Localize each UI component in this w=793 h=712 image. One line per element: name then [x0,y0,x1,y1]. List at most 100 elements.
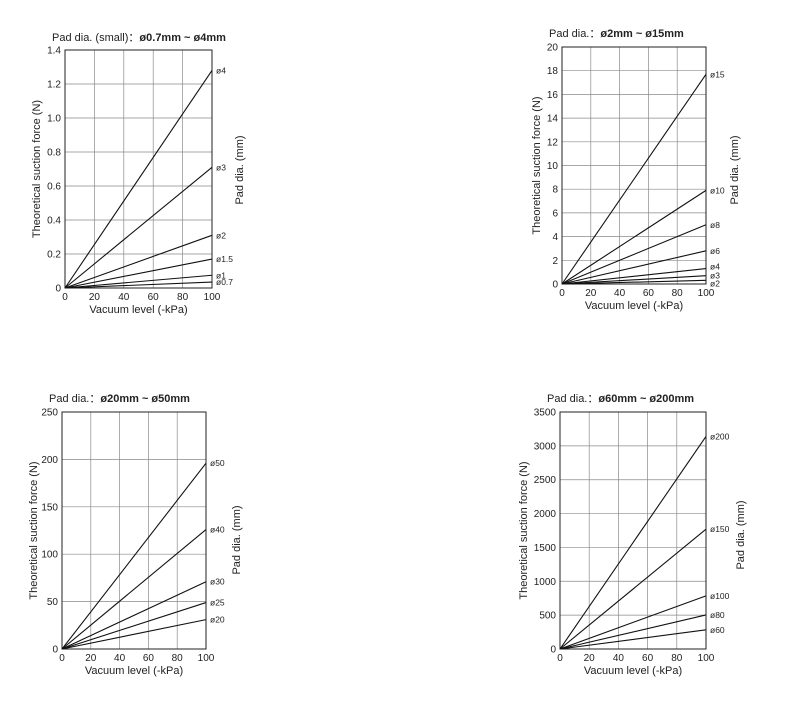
chart-1-y-tick-label: 1.0 [47,114,61,125]
chart-2-y-tick-label: 18 [547,66,559,77]
chart-1-x-tick-label: 0 [62,292,68,303]
chart-4-right-axis-label: Pad dia. (mm) [735,500,747,569]
chart-4-y-tick-label: 2000 [534,509,557,520]
chart-2-series-line [561,224,707,285]
chart-2-x-tick-label: 0 [559,288,565,299]
chart-4-y-tick-label: 2500 [534,475,557,486]
chart-2-x-tick-label: 20 [585,288,597,299]
chart-1-series-label: ø1 [216,270,226,280]
chart-2-title-separator: ： [589,28,600,40]
chart-1-title: Pad dia. (small)：ø0.7mm ~ ø4mm [52,32,226,44]
chart-1-series-label: ø3 [216,162,226,172]
chart-4-x-tick-label: 100 [698,653,715,664]
chart-1-x-tick-label: 20 [89,292,101,303]
chart-4-x-tick-label: 0 [557,653,563,664]
chart-3-x-tick-label: 60 [143,653,155,664]
chart-3-y-tick-label: 200 [41,455,58,466]
chart-1-y-tick-label: 0.6 [47,182,61,193]
chart-1-series-label: ø2 [216,230,226,240]
chart-3-x-tick-label: 0 [59,653,65,664]
chart-2-series-label: ø8 [710,220,720,230]
chart-3-y-axis-label: Theoretical suction force (N) [28,461,40,599]
chart-3-y-tick-label: 0 [52,645,58,656]
chart-4-x-tick-label: 60 [642,653,654,664]
chart-1-series-label: ø4 [216,65,226,75]
chart-2-series-line [561,250,707,285]
chart-2-series-label: ø2 [710,278,720,288]
chart-3-series-line [61,581,207,650]
chart-4-x-tick-label: 80 [671,653,683,664]
chart-2-series-line [561,275,707,285]
chart-1-series-label: ø1.5 [216,254,233,264]
chart-3-series-label: ø20 [210,615,225,625]
chart-4-series-line [559,436,707,650]
chart-3-x-tick-label: 20 [85,653,97,664]
chart-2-series-line [561,189,707,285]
chart-3-title: Pad dia.：ø20mm ~ ø50mm [49,393,190,405]
chart-4-y-tick-label: 1500 [534,543,557,554]
chart-1-y-tick-label: 0.8 [47,148,61,159]
chart-3-series-line [61,529,207,650]
chart-2-y-tick-label: 0 [552,280,558,291]
chart-2-x-tick-label: 100 [698,288,715,299]
chart-4-y-tick-label: 1000 [534,577,557,588]
chart-4-x-tick-label: 20 [584,653,596,664]
chart-4-series-line [559,629,707,650]
chart-2-y-tick-label: 14 [547,114,559,125]
chart-1-series-line [64,258,213,289]
chart-4-title-range: ø60mm ~ ø200mm [598,393,694,405]
chart-1-series-line [64,274,213,289]
chart-1-plot-frame [64,49,213,289]
chart-2-series-label: ø10 [710,185,725,195]
chart-3-x-tick-label: 80 [172,653,184,664]
chart-2-title: Pad dia.：ø2mm ~ ø15mm [549,28,684,40]
chart-1-x-axis-label: Vacuum level (-kPa) [89,304,187,316]
chart-1-y-tick-label: 1.2 [47,80,61,91]
chart-2-y-tick-label: 10 [547,161,559,172]
chart-1-series-line [64,281,213,289]
chart-2-y-tick-label: 20 [547,43,559,54]
chart-1-x-tick-label: 60 [148,292,160,303]
chart-2-y-tick-label: 4 [552,232,558,243]
chart-2-y-tick-label: 16 [547,90,559,101]
chart-2-y-tick-label: 6 [552,208,558,219]
chart-2-plot-frame [561,46,707,285]
chart-3-series-line [61,602,207,650]
chart-3-x-axis-label: Vacuum level (-kPa) [85,665,183,677]
chart-2-right-axis-label: Pad dia. (mm) [729,135,741,204]
chart-4-y-tick-label: 3000 [534,441,557,452]
chart-2-series-label: ø6 [710,246,720,256]
chart-4-series-line [559,528,707,650]
chart-1-y-tick-label: 0.4 [47,216,61,227]
chart-2-title-range: ø2mm ~ ø15mm [600,28,684,40]
chart-3-right-axis-label: Pad dia. (mm) [231,505,243,574]
chart-3-series-line [61,619,207,650]
chart-3-series-label: ø30 [210,577,225,587]
chart-3-plot-frame [61,411,207,650]
chart-4-y-axis-label: Theoretical suction force (N) [518,461,530,599]
chart-1-title-separator: ： [128,32,139,44]
chart-1-title-prefix: Pad dia. (small) [52,32,128,44]
chart-4-title-prefix: Pad dia. [547,393,587,405]
chart-3-y-tick-label: 150 [41,502,58,513]
chart-2-series-line [561,268,707,285]
chart-3-title-prefix: Pad dia. [49,393,89,405]
chart-4-y-tick-label: 500 [539,611,556,622]
chart-3-title-separator: ： [89,393,100,405]
chart-4-series-label: ø150 [710,524,730,534]
chart-3-y-tick-label: 50 [47,597,59,608]
chart-2-y-tick-label: 8 [552,185,558,196]
chart-3-series-label: ø50 [210,458,225,468]
chart-1-series-line [64,166,213,289]
chart-4-series-line [559,614,707,650]
chart-1-x-tick-label: 80 [177,292,189,303]
chart-4-title: Pad dia.：ø60mm ~ ø200mm [547,393,694,405]
chart-3-y-tick-label: 100 [41,550,58,561]
chart-2-series-label: ø15 [710,69,725,79]
chart-3-x-tick-label: 40 [114,653,126,664]
chart-2-y-axis-label: Theoretical suction force (N) [531,96,543,234]
chart-3-y-tick-label: 250 [41,408,58,419]
chart-3-series-line [61,462,207,650]
chart-4-series-label: ø100 [710,591,730,601]
chart-1-right-axis-label: Pad dia. (mm) [234,135,246,204]
